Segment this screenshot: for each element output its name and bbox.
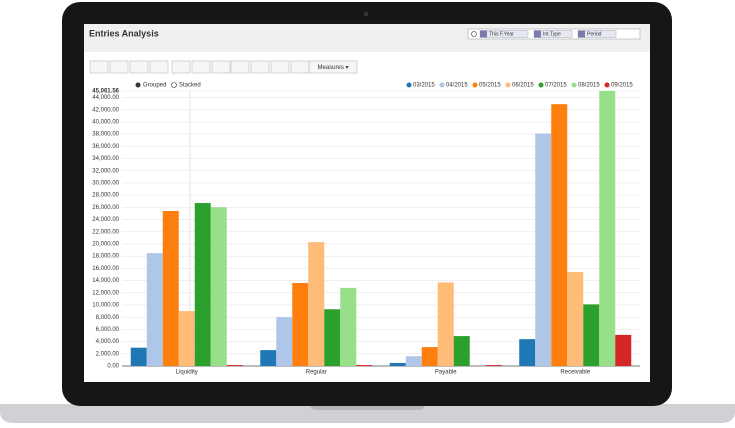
- list-view-button[interactable]: [89, 60, 109, 74]
- y-tick-label: 22,000.00: [92, 229, 119, 235]
- bar: [599, 91, 616, 366]
- facet-icon: [578, 30, 585, 38]
- bar: [260, 350, 277, 366]
- bar: [421, 347, 438, 366]
- bar: [551, 104, 568, 366]
- x-tick-label: Payable: [435, 370, 457, 376]
- x-tick-label: Regular: [306, 370, 327, 376]
- grouped-radio[interactable]: [135, 82, 141, 88]
- legend-swatch[interactable]: [571, 82, 577, 88]
- toolbar-button[interactable]: [171, 60, 191, 74]
- y-tick-label: 45,061.56: [92, 89, 119, 95]
- y-tick-label: 6,000.00: [96, 327, 120, 333]
- legend-swatch[interactable]: [472, 82, 478, 88]
- legend-label[interactable]: 03/2015: [413, 83, 435, 89]
- bar: [535, 133, 552, 366]
- bar: [130, 347, 147, 366]
- mode-label[interactable]: Stacked: [179, 83, 201, 89]
- bar: [485, 365, 502, 366]
- y-tick-label: 8,000.00: [96, 315, 120, 321]
- y-tick-label: 20,000.00: [92, 242, 119, 248]
- bar: [210, 207, 227, 366]
- pie-chart-button[interactable]: [149, 60, 169, 74]
- bar-chart-button[interactable]: [129, 60, 149, 74]
- legend-swatch[interactable]: [505, 82, 511, 88]
- graph-view-button[interactable]: [109, 60, 129, 74]
- bar: [178, 311, 195, 366]
- facet-label: Int.Type: [543, 32, 561, 38]
- legend-label[interactable]: 04/2015: [446, 83, 468, 89]
- bar: [405, 356, 422, 366]
- page-title: Entries Analysis: [89, 28, 159, 38]
- y-tick-label: 38,000.00: [92, 132, 119, 138]
- y-tick-label: 12,000.00: [92, 290, 119, 296]
- y-tick-label: 36,000.00: [92, 144, 119, 150]
- bar: [340, 287, 357, 366]
- bar: [308, 242, 325, 366]
- bar: [324, 309, 341, 366]
- bar: [615, 334, 632, 366]
- y-tick-label: 34,000.00: [92, 156, 119, 162]
- y-tick-label: 24,000.00: [92, 217, 119, 223]
- bar: [389, 362, 406, 366]
- facet-icon: [534, 30, 541, 38]
- y-tick-label: 32,000.00: [92, 168, 119, 174]
- bar: [567, 272, 584, 366]
- refresh-button[interactable]: [270, 60, 290, 74]
- x-tick-label: Receivable: [560, 370, 590, 376]
- y-tick-label: 42,000.00: [92, 107, 119, 113]
- measures-label[interactable]: Measures ▾: [317, 65, 348, 71]
- bar: [226, 365, 243, 366]
- expand-button[interactable]: [230, 60, 250, 74]
- toolbar-button[interactable]: [211, 60, 231, 74]
- legend-swatch[interactable]: [406, 82, 412, 88]
- facet-icon: [480, 30, 487, 38]
- legend-swatch[interactable]: [604, 82, 610, 88]
- bar: [453, 336, 470, 366]
- laptop-base: [0, 404, 735, 423]
- legend-swatch[interactable]: [538, 82, 544, 88]
- legend-label[interactable]: 07/2015: [545, 83, 567, 89]
- y-tick-label: 18,000.00: [92, 254, 119, 260]
- bar: [292, 283, 309, 366]
- bar: [276, 317, 293, 366]
- bar: [162, 210, 179, 366]
- download-button[interactable]: [290, 60, 310, 74]
- bar: [146, 253, 163, 366]
- measures-button[interactable]: [308, 60, 358, 74]
- legend-label[interactable]: 09/2015: [611, 83, 633, 89]
- camera: [363, 11, 369, 17]
- x-tick-label: Liquidity: [176, 370, 198, 376]
- toolbar: Measures ▾: [89, 60, 358, 74]
- bar: [519, 339, 536, 366]
- y-tick-label: 2,000.00: [96, 351, 120, 357]
- y-tick-label: 26,000.00: [92, 205, 119, 211]
- y-tick-label: 40,000.00: [92, 119, 119, 125]
- facet-label: Period: [587, 32, 602, 38]
- y-tick-label: 4,000.00: [96, 339, 120, 345]
- y-tick-label: 30,000.00: [92, 180, 119, 186]
- legend-swatch[interactable]: [439, 82, 445, 88]
- bar: [194, 203, 211, 366]
- bar: [437, 282, 454, 366]
- legend-label[interactable]: 08/2015: [578, 83, 600, 89]
- y-tick-label: 0.00: [107, 364, 119, 370]
- legend-label[interactable]: 05/2015: [479, 83, 501, 89]
- search-icon[interactable]: [471, 31, 477, 37]
- y-tick-label: 14,000.00: [92, 278, 119, 284]
- toolbar-button[interactable]: [191, 60, 211, 74]
- bar: [583, 304, 600, 366]
- mode-label[interactable]: Grouped: [143, 83, 166, 89]
- y-tick-label: 10,000.00: [92, 303, 119, 309]
- y-tick-label: 16,000.00: [92, 266, 119, 272]
- y-tick-label: 44,000.00: [92, 95, 119, 101]
- facet-label: This F.Year: [489, 32, 514, 38]
- y-tick-label: 28,000.00: [92, 193, 119, 199]
- stacked-radio[interactable]: [171, 82, 177, 88]
- bar: [356, 365, 373, 366]
- collapse-button[interactable]: [250, 60, 270, 74]
- legend-label[interactable]: 06/2015: [512, 83, 534, 89]
